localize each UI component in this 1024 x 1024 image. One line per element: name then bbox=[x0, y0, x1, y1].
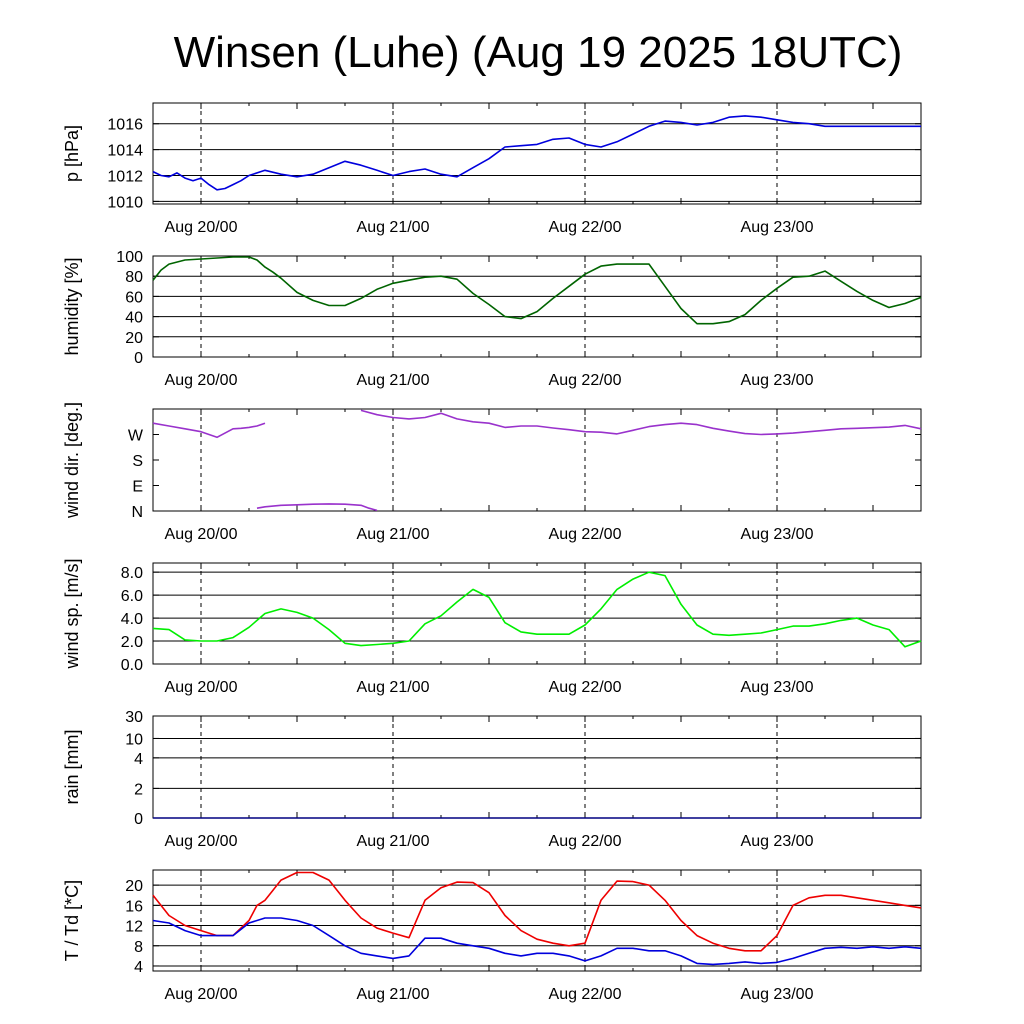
series-line-humidity-0 bbox=[152, 256, 922, 325]
x-tick-label-temperature-3: Aug 23/00 bbox=[741, 986, 814, 1003]
x-tick-label-wind-speed-3: Aug 23/00 bbox=[741, 679, 814, 696]
frame-wind-direction bbox=[152, 408, 922, 512]
y-tick-label-temperature-2: 12 bbox=[125, 919, 143, 936]
panel-humidity: 0 20 40 60 80 100 humidity [%] Aug 20/00 Aug 21/… bbox=[62, 249, 922, 389]
series-line-wind-speed-0 bbox=[152, 571, 922, 648]
y-tick-label-temperature-0: 4 bbox=[134, 959, 143, 976]
y-tick-label-humidity-0: 0 bbox=[134, 350, 143, 367]
y-tick-label-wind-speed-3: 6.0 bbox=[121, 588, 143, 605]
x-tick-label-pressure-1: Aug 21/00 bbox=[357, 219, 430, 236]
y-tick-label-rain-3: 10 bbox=[125, 731, 143, 748]
x-tick-label-wind-direction-2: Aug 22/00 bbox=[549, 526, 622, 543]
x-tick-label-rain-2: Aug 22/00 bbox=[549, 833, 622, 850]
x-tick-label-pressure-2: Aug 22/00 bbox=[549, 219, 622, 236]
y-tick-label-rain-2: 4 bbox=[134, 751, 143, 768]
y-tick-label-wind-direction-1: S bbox=[132, 453, 143, 470]
y-tick-label-rain-4: 30 bbox=[125, 709, 143, 726]
x-tick-label-humidity-1: Aug 21/00 bbox=[357, 372, 430, 389]
y-tick-label-wind-direction-0: N bbox=[131, 504, 143, 521]
frame-pressure bbox=[152, 102, 922, 205]
panel-rain: 0 2 4 10 30 rain [mm] Aug 20/00 Aug 21/00 Aug 22… bbox=[62, 709, 922, 850]
panel-wind-speed: 0.0 2.0 4.0 6.0 8.0 wind sp. [m/s] Aug 20/00 Au… bbox=[62, 558, 922, 696]
x-tick-label-temperature-2: Aug 22/00 bbox=[549, 986, 622, 1003]
y-tick-label-rain-0: 0 bbox=[134, 811, 143, 828]
y-tick-label-pressure-3: 1016 bbox=[107, 117, 143, 134]
y-tick-label-pressure-0: 1010 bbox=[107, 194, 143, 211]
x-tick-label-temperature-1: Aug 21/00 bbox=[357, 986, 430, 1003]
x-tick-label-rain-3: Aug 23/00 bbox=[741, 833, 814, 850]
frame-humidity bbox=[152, 255, 922, 358]
y-tick-label-wind-speed-1: 2.0 bbox=[121, 634, 143, 651]
y-axis-label-pressure: p [hPa] bbox=[62, 125, 82, 182]
x-tick-label-humidity-2: Aug 22/00 bbox=[549, 372, 622, 389]
y-tick-label-humidity-4: 80 bbox=[125, 269, 143, 286]
y-tick-label-pressure-1: 1012 bbox=[107, 169, 143, 186]
x-tick-label-rain-1: Aug 21/00 bbox=[357, 833, 430, 850]
series-line-wind-direction-2 bbox=[256, 503, 378, 512]
frame-rain bbox=[152, 715, 922, 819]
panel-pressure: 1010 1012 1014 1016 p [hPa] Aug 20/00 Aug 21/0… bbox=[62, 102, 922, 236]
y-axis-label-wind-direction: wind dir. [deg.] bbox=[62, 402, 82, 519]
series-line-wind-direction-1 bbox=[360, 409, 922, 436]
panel-temperature: 4 8 12 16 20 T / Td [*C] Aug 20/00 Aug 21/00 Aug… bbox=[62, 869, 922, 1003]
x-tick-label-wind-speed-2: Aug 22/00 bbox=[549, 679, 622, 696]
y-tick-label-wind-direction-3: W bbox=[128, 428, 144, 445]
y-axis-label-humidity: humidity [%] bbox=[62, 257, 82, 355]
x-tick-label-wind-direction-1: Aug 21/00 bbox=[357, 526, 430, 543]
y-tick-label-humidity-2: 40 bbox=[125, 310, 143, 327]
y-tick-label-wind-speed-2: 4.0 bbox=[121, 611, 143, 628]
x-tick-label-pressure-0: Aug 20/00 bbox=[165, 219, 238, 236]
y-tick-label-temperature-1: 8 bbox=[134, 939, 143, 956]
y-tick-label-wind-speed-4: 8.0 bbox=[121, 565, 143, 582]
x-tick-label-humidity-3: Aug 23/00 bbox=[741, 372, 814, 389]
chart-title: Winsen (Luhe) (Aug 19 2025 18UTC) bbox=[174, 28, 903, 77]
y-tick-label-humidity-1: 20 bbox=[125, 330, 143, 347]
x-tick-label-wind-direction-0: Aug 20/00 bbox=[165, 526, 238, 543]
frame-wind-speed bbox=[152, 562, 922, 665]
series-line-temperature-0 bbox=[152, 871, 922, 952]
x-tick-label-pressure-3: Aug 23/00 bbox=[741, 219, 814, 236]
y-tick-label-temperature-3: 16 bbox=[125, 898, 143, 915]
x-tick-label-humidity-0: Aug 20/00 bbox=[165, 372, 238, 389]
y-tick-label-humidity-3: 60 bbox=[125, 289, 143, 306]
series-line-wind-direction-0 bbox=[152, 422, 266, 439]
x-tick-label-temperature-0: Aug 20/00 bbox=[165, 986, 238, 1003]
x-tick-label-wind-direction-3: Aug 23/00 bbox=[741, 526, 814, 543]
y-axis-label-wind-speed: wind sp. [m/s] bbox=[62, 558, 82, 669]
y-tick-label-rain-1: 2 bbox=[134, 781, 143, 798]
x-tick-label-wind-speed-0: Aug 20/00 bbox=[165, 679, 238, 696]
y-tick-label-wind-speed-0: 0.0 bbox=[121, 657, 143, 674]
y-tick-label-humidity-5: 100 bbox=[116, 249, 143, 266]
x-tick-label-rain-0: Aug 20/00 bbox=[165, 833, 238, 850]
y-tick-label-temperature-4: 20 bbox=[125, 878, 143, 895]
y-tick-label-wind-direction-2: E bbox=[132, 479, 143, 496]
series-line-temperature-1 bbox=[152, 917, 922, 966]
y-tick-label-pressure-2: 1014 bbox=[107, 143, 143, 160]
x-tick-label-wind-speed-1: Aug 21/00 bbox=[357, 679, 430, 696]
y-axis-label-rain: rain [mm] bbox=[62, 729, 82, 804]
series-line-pressure-0 bbox=[152, 115, 921, 191]
y-axis-label-temperature: T / Td [*C] bbox=[62, 880, 82, 961]
